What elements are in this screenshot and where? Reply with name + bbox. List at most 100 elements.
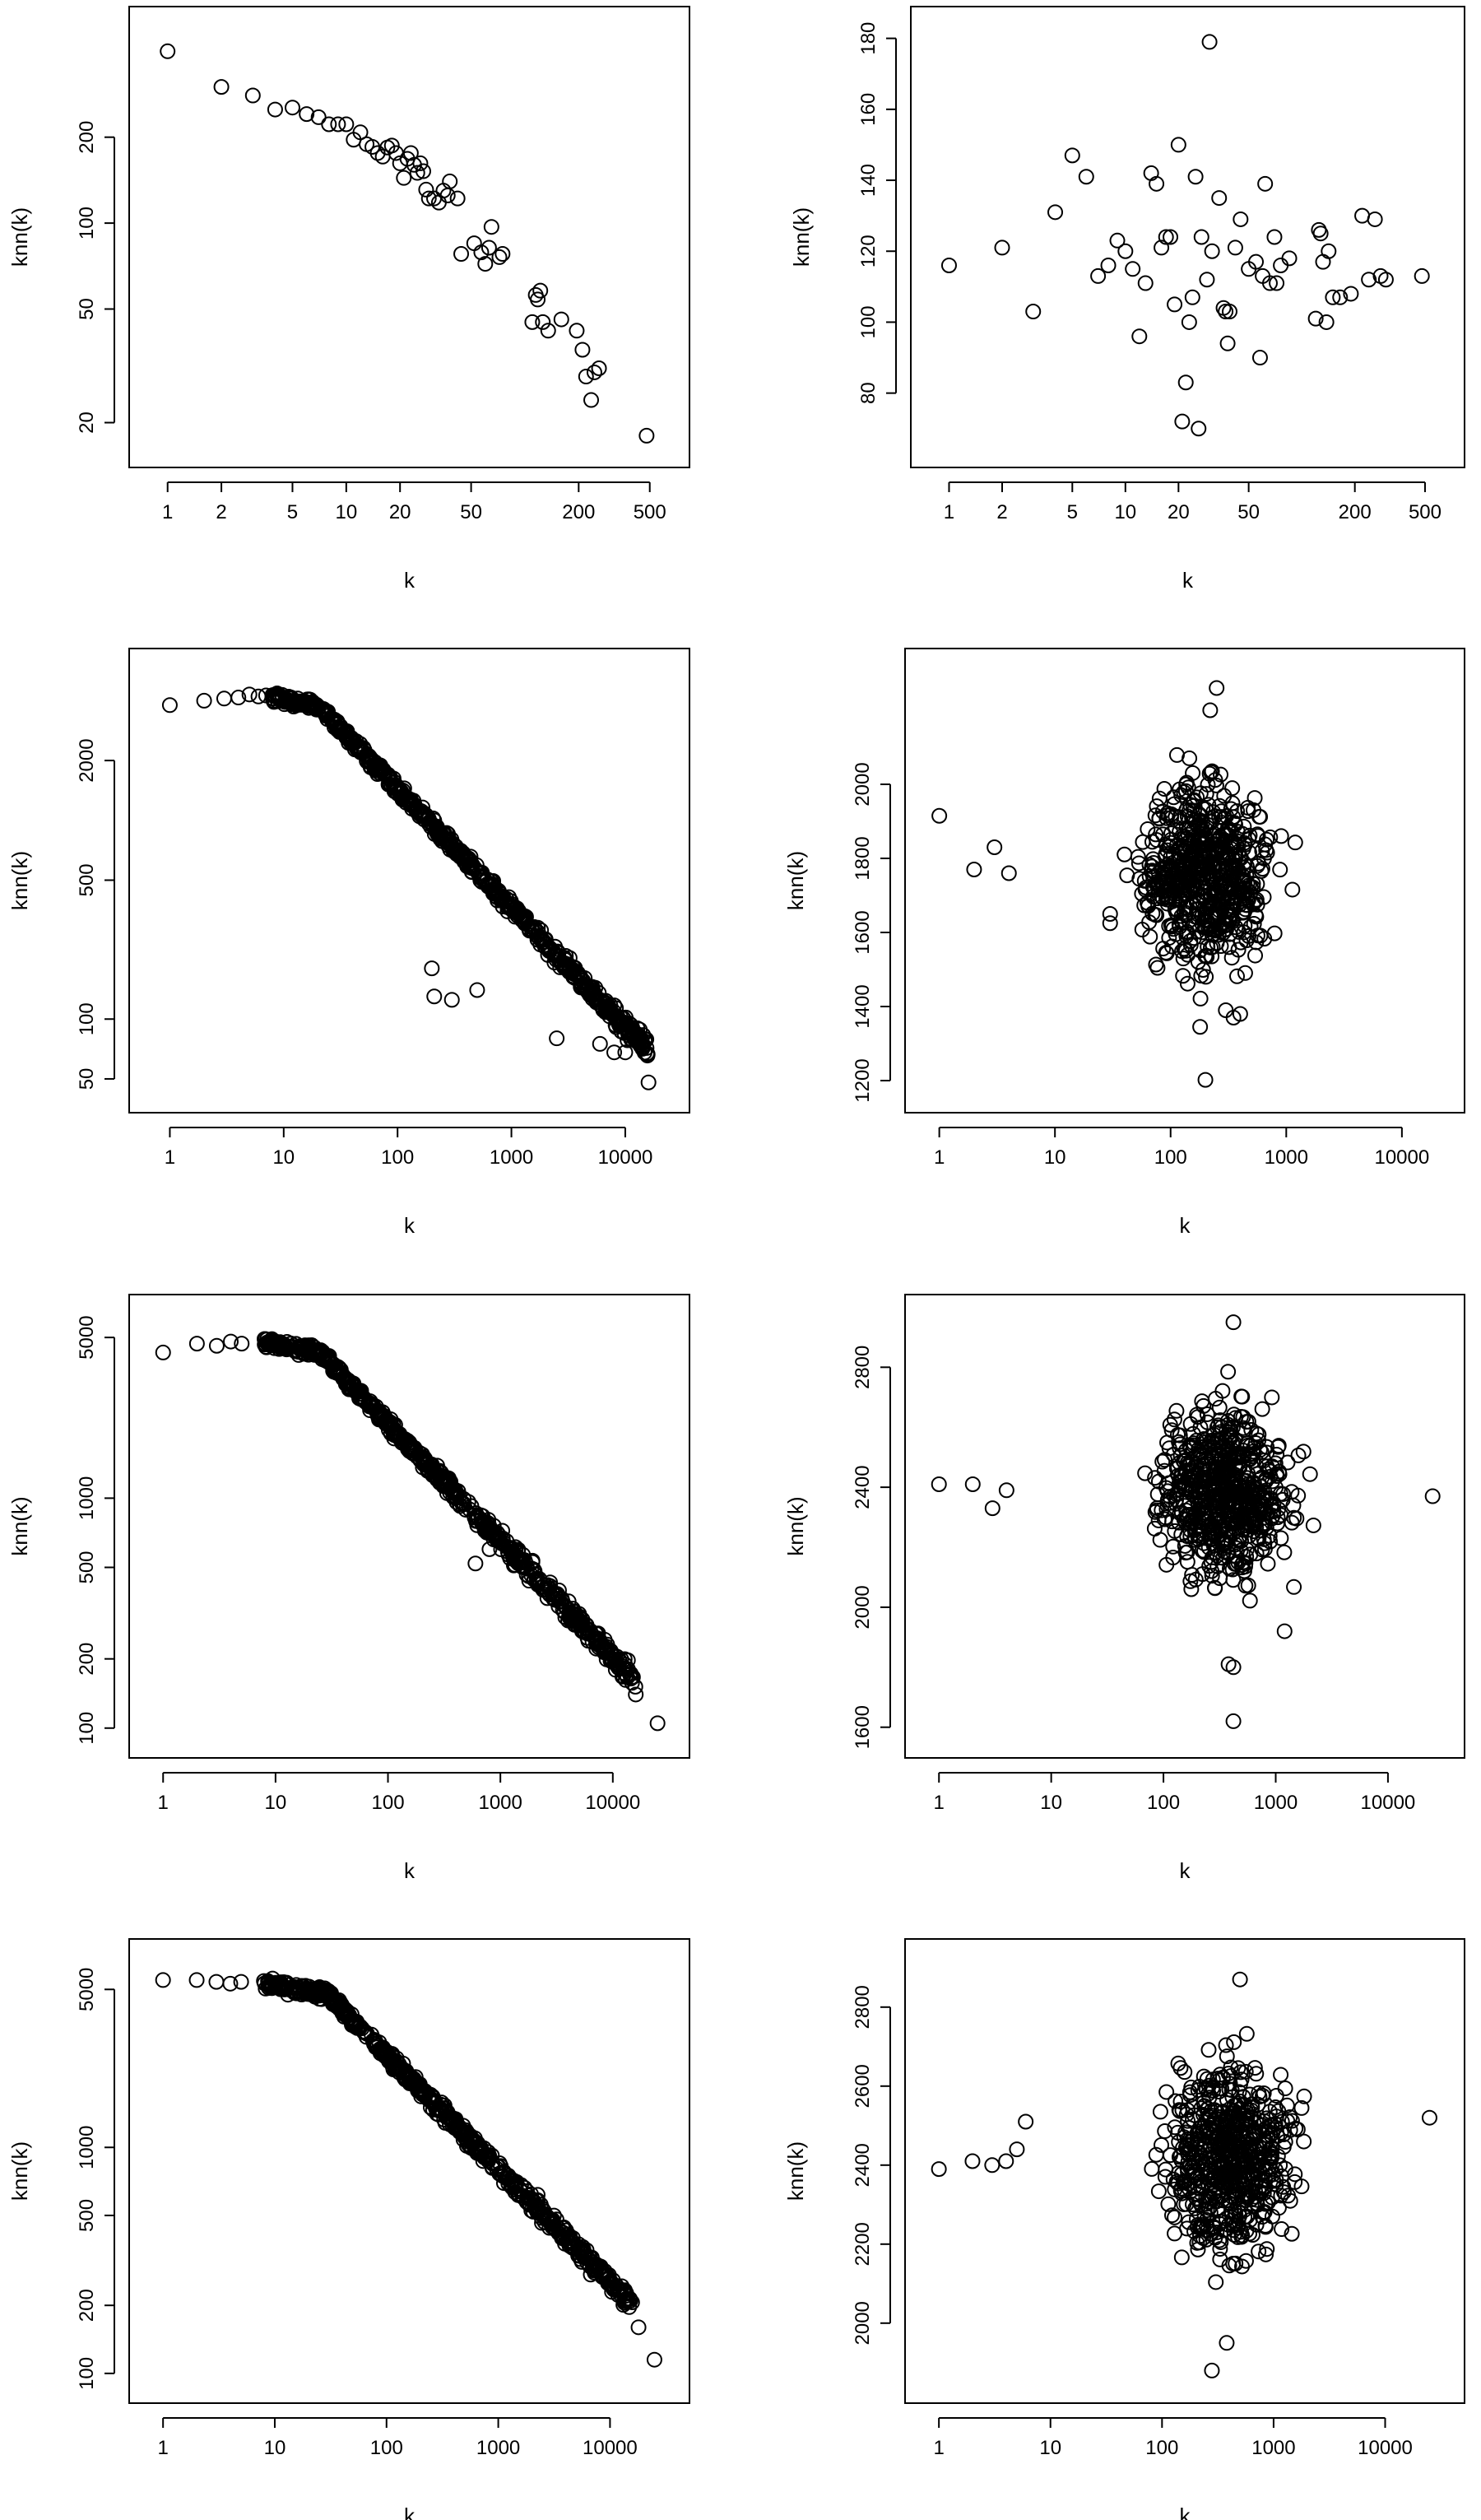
data-point xyxy=(1226,2034,1242,2050)
data-point xyxy=(1191,1487,1207,1504)
y-tick-label: 5000 xyxy=(76,1315,98,1359)
data-point xyxy=(1192,1481,1209,1497)
data-point xyxy=(1217,1536,1233,1552)
data-point xyxy=(1212,1424,1228,1440)
data-point xyxy=(594,1637,611,1653)
data-point xyxy=(1218,921,1234,937)
data-point xyxy=(1258,2246,1274,2262)
data-point xyxy=(1212,2241,1228,2257)
data-point xyxy=(617,1044,634,1061)
data-point xyxy=(1171,2102,1187,2118)
data-point xyxy=(1219,335,1236,351)
data-point xyxy=(1248,2066,1265,2082)
data-point xyxy=(1212,841,1228,858)
data-point xyxy=(1229,2115,1246,2132)
data-point xyxy=(984,2157,1000,2174)
chart-panel-4: 1 10 100 1000 10000 1200 1400 1600 1800 2000 k knn(… xyxy=(783,648,1465,1238)
data-point xyxy=(1247,893,1264,909)
data-point xyxy=(1219,1486,1235,1503)
x-axis-label: k xyxy=(404,1213,416,1238)
data-point xyxy=(1102,906,1118,922)
data-point xyxy=(1198,1513,1214,1529)
x-tick-label: 1000 xyxy=(1251,2437,1295,2459)
data-point xyxy=(1198,969,1214,985)
data-point xyxy=(1276,1544,1293,1560)
data-point xyxy=(1174,943,1191,960)
data-point xyxy=(1211,1399,1228,1416)
data-point xyxy=(1229,1507,1246,1523)
data-point xyxy=(323,709,339,726)
x-tick-label: 20 xyxy=(1168,501,1190,523)
data-point xyxy=(1167,880,1183,896)
data-point xyxy=(1125,261,1141,277)
data-point xyxy=(649,1715,666,1732)
data-point xyxy=(443,992,460,1008)
x-tick-label: 1000 xyxy=(478,1792,522,1814)
data-point xyxy=(611,1011,627,1028)
data-point xyxy=(1213,2234,1229,2250)
data-point xyxy=(610,2287,626,2304)
data-point xyxy=(1251,2243,1267,2260)
plot-frame xyxy=(128,648,690,1114)
data-point xyxy=(411,2083,428,2099)
data-point xyxy=(1273,828,1289,844)
y-axis-label: knn(k) xyxy=(783,2141,808,2201)
data-point xyxy=(1274,2113,1290,2130)
x-tick-label: 10000 xyxy=(1374,1146,1429,1169)
data-point xyxy=(515,1551,532,1568)
data-point xyxy=(1273,2067,1289,2083)
data-point xyxy=(1252,1478,1269,1495)
data-point xyxy=(616,1025,633,1041)
data-point xyxy=(290,690,306,707)
data-point xyxy=(1208,1486,1224,1503)
data-point xyxy=(430,1467,447,1483)
data-point xyxy=(1102,915,1118,932)
data-point xyxy=(1150,1473,1167,1490)
data-point xyxy=(256,1973,272,1989)
data-point xyxy=(521,920,537,937)
data-point xyxy=(464,2140,481,2156)
y-tick-label: 100 xyxy=(76,1002,98,1035)
data-point xyxy=(278,1339,295,1355)
data-point xyxy=(321,116,337,133)
data-point xyxy=(1163,229,1179,245)
data-point xyxy=(1193,229,1209,245)
data-point xyxy=(1290,1447,1307,1463)
data-point xyxy=(1186,2223,1203,2239)
x-tick-label: 1 xyxy=(158,1792,169,1814)
data-point xyxy=(578,1620,595,1637)
x-tick-label: 5 xyxy=(1067,501,1078,523)
y-axis-label: knn(k) xyxy=(789,207,814,267)
data-point xyxy=(515,1546,532,1563)
data-point xyxy=(1207,2183,1223,2200)
data-point xyxy=(998,2153,1014,2169)
x-tick-label: 1 xyxy=(933,2437,944,2459)
data-point xyxy=(1227,1431,1243,1448)
data-point xyxy=(1263,1497,1279,1513)
data-point xyxy=(1178,2140,1195,2156)
data-point xyxy=(1154,1453,1171,1470)
x-tick-label: 50 xyxy=(1237,501,1260,523)
data-point xyxy=(1191,2146,1208,2162)
x-tick-label: 1000 xyxy=(1254,1792,1298,1814)
data-point xyxy=(1212,1570,1228,1587)
data-point xyxy=(1243,2157,1260,2174)
data-point xyxy=(477,256,494,272)
y-axis-label: knn(k) xyxy=(7,851,32,910)
data-point xyxy=(264,1978,281,1994)
data-point xyxy=(1178,1502,1195,1518)
data-point xyxy=(469,982,485,998)
data-point xyxy=(1179,2220,1195,2237)
data-point xyxy=(1221,912,1237,928)
data-point xyxy=(1172,2147,1189,2164)
data-point xyxy=(564,1612,581,1629)
data-point xyxy=(532,282,549,299)
data-point xyxy=(931,2161,947,2178)
data-point xyxy=(1189,2186,1205,2202)
data-point xyxy=(1238,2223,1255,2239)
x-tick-label: 200 xyxy=(562,501,595,523)
data-point xyxy=(448,1490,464,1506)
y-tick-label: 2800 xyxy=(852,1346,874,1389)
data-point xyxy=(1158,2161,1174,2178)
x-tick-label: 10 xyxy=(264,2437,286,2459)
